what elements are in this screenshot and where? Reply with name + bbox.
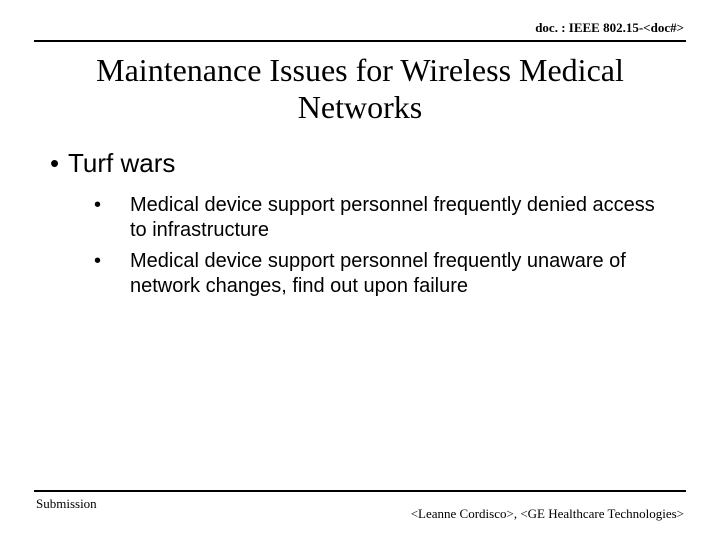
content-area: •Turf wars • Medical device support pers… [40,148,690,299]
bullet-level2: • Medical device support personnel frequ… [112,193,672,243]
footer-left: Submission [30,496,97,512]
slide: doc. : IEEE 802.15-<doc#> Maintenance Is… [0,0,720,540]
slide-title: Maintenance Issues for Wireless Medical … [36,52,684,126]
header-rule [34,40,686,42]
footer-right: <Leanne Cordisco>, <GE Healthcare Techno… [411,496,690,522]
bullet-dot-icon: • [50,148,68,179]
bullet-dot-icon: • [112,193,130,218]
bullet-dot-icon: • [112,249,130,274]
bullet-text: Medical device support personnel frequen… [130,194,655,241]
footer: Submission <Leanne Cordisco>, <GE Health… [30,490,690,522]
footer-row: Submission <Leanne Cordisco>, <GE Health… [30,496,690,522]
doc-reference: doc. : IEEE 802.15-<doc#> [30,20,690,38]
bullet-level1: •Turf wars [68,148,690,179]
bullet-level2: • Medical device support personnel frequ… [112,249,672,299]
bullet-text: Turf wars [68,148,175,178]
bullet-text: Medical device support personnel frequen… [130,250,626,297]
sub-bullet-group: • Medical device support personnel frequ… [112,193,690,299]
footer-rule [34,490,686,492]
